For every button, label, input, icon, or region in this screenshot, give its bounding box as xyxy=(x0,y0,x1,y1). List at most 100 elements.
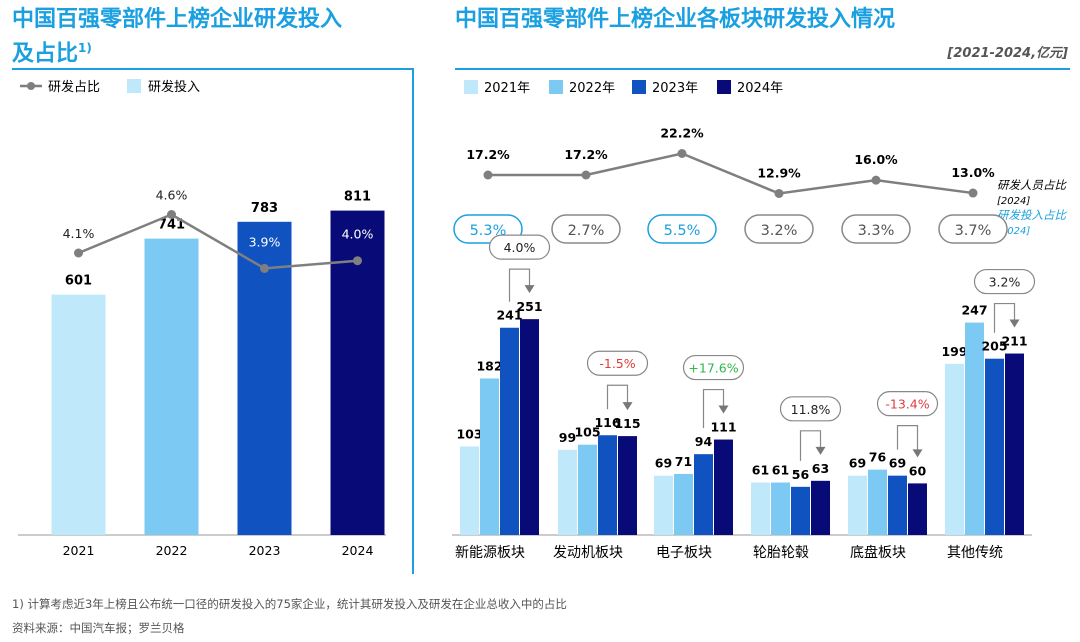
footnote-marker: 1) xyxy=(78,41,92,55)
staff-ratio-label: 12.9% xyxy=(757,165,801,180)
staff-ratio-label: 13.0% xyxy=(951,165,995,180)
growth-connector xyxy=(606,384,629,410)
bar-rd-investment-2022 xyxy=(144,238,199,535)
growth-pill xyxy=(876,391,939,417)
rd-ratio-pill xyxy=(841,214,911,244)
ratio-point xyxy=(167,210,176,219)
growth-pill xyxy=(973,268,1036,295)
bar-其他传统-2023年 xyxy=(985,358,1004,535)
bar-轮胎轮毂-2023年 xyxy=(791,486,810,535)
staff-ratio-line xyxy=(488,152,974,195)
left-chart: 研发占比 研发投入 601 2021 741 2022 783 2023 811 2024 4.1%… xyxy=(18,79,386,558)
source-note: 资料来源：中国汽车报；罗兰贝格 xyxy=(12,621,185,635)
rd-ratio-value: 3.2% xyxy=(761,223,798,239)
bar-rd-investment-2021 xyxy=(51,294,106,535)
bar-新能源板块-2022年 xyxy=(480,378,499,535)
left-chart-title: 中国百强零部件上榜企业研发投入 及占比1) xyxy=(12,6,412,68)
growth-arrow-icon xyxy=(524,285,535,294)
growth-connector xyxy=(896,425,919,454)
category-label: 新能源板块 xyxy=(455,545,525,561)
bar-发动机板块-2024年 xyxy=(618,436,637,535)
rd-ratio-value: 5.5% xyxy=(664,223,701,239)
left-chart-title-main: 中国百强零部件上榜企业研发投入 xyxy=(12,7,343,32)
ratio-value-label: 4.1% xyxy=(63,226,95,241)
bar-发动机板块-2022年 xyxy=(578,444,597,535)
bar-value-label: 103 xyxy=(456,426,482,441)
growth-connector xyxy=(702,388,725,429)
ratio-value-label: 4.6% xyxy=(156,188,188,203)
bar-value-label: 94 xyxy=(695,434,713,449)
bar-轮胎轮毂-2021年 xyxy=(751,482,770,535)
panel-divider xyxy=(412,68,414,574)
growth-connector xyxy=(508,268,531,302)
ratio-line xyxy=(78,213,358,270)
staff-ratio-point xyxy=(871,175,881,185)
bar-电子板块-2023年 xyxy=(694,454,713,535)
bar-发动机板块-2023年 xyxy=(598,435,617,535)
rd-ratio-pill xyxy=(744,214,814,244)
bar-value-label: 601 xyxy=(65,274,92,289)
bar-其他传统-2021年 xyxy=(945,363,964,535)
ratio-value-label: 4.0% xyxy=(342,227,374,242)
growth-value: 11.8% xyxy=(791,402,831,417)
right-chart: 2021年 2022年 2023年 2024年 17.2% 17.2% 22.2% 12.9%… xyxy=(452,80,1067,561)
rd-ratio-series-year: [2024] xyxy=(997,226,1030,237)
bar-value-label: 69 xyxy=(655,456,672,471)
growth-value: -13.4% xyxy=(885,397,929,412)
legend-swatch-2023年 xyxy=(632,80,646,94)
x-tick-label: 2022 xyxy=(156,543,188,558)
growth-arrow-icon xyxy=(815,446,826,455)
bar-其他传统-2024年 xyxy=(1005,353,1024,535)
staff-ratio-label: 17.2% xyxy=(564,147,608,162)
bar-新能源板块-2024年 xyxy=(520,319,539,535)
staff-ratio-label: 17.2% xyxy=(466,147,510,162)
rd-ratio-value: 2.7% xyxy=(568,223,605,239)
left-title-rule xyxy=(12,68,414,70)
rd-ratio-pill xyxy=(647,214,717,244)
bar-value-label: 247 xyxy=(961,303,987,318)
bar-value-label: 241 xyxy=(496,308,522,323)
unit-label: [2021-2024,亿元] xyxy=(947,46,1068,61)
ratio-value-label: 3.9% xyxy=(249,234,281,249)
bar-value-label: 251 xyxy=(516,299,542,314)
bar-value-label: 783 xyxy=(251,201,278,216)
rd-ratio-value: 3.3% xyxy=(858,223,895,239)
legend-bar-swatch xyxy=(127,79,141,93)
growth-pill xyxy=(488,234,551,260)
bar-value-label: 116 xyxy=(594,415,620,430)
staff-ratio-point xyxy=(483,170,493,180)
rd-ratio-series-label: 研发投入占比 xyxy=(997,208,1067,222)
bar-value-label: 61 xyxy=(772,463,789,478)
bar-value-label: 61 xyxy=(752,463,769,478)
bar-value-label: 199 xyxy=(941,344,967,359)
bar-底盘板块-2021年 xyxy=(848,475,867,535)
legend-swatch-2021年 xyxy=(464,80,478,94)
growth-connector xyxy=(799,430,822,461)
bar-value-label: 105 xyxy=(574,425,600,440)
left-chart-title-tail: 及占比 xyxy=(12,41,79,67)
bar-value-label: 71 xyxy=(675,454,692,469)
growth-arrow-icon xyxy=(912,449,923,458)
legend-label: 2021年 xyxy=(484,81,530,96)
rd-ratio-pill xyxy=(938,214,1008,244)
right-title-rule xyxy=(455,68,1070,70)
ratio-point xyxy=(353,256,362,266)
bar-value-label: 811 xyxy=(344,190,371,205)
footnote: 1) 计算考虑近3年上榜且公布统一口径的研发投入的75家企业，统计其研发投入及研… xyxy=(12,597,567,611)
bar-value-label: 182 xyxy=(476,358,502,373)
bar-发动机板块-2021年 xyxy=(558,449,577,535)
bar-rd-investment-2023 xyxy=(237,221,292,536)
bar-其他传统-2022年 xyxy=(965,322,984,535)
growth-value: +17.6% xyxy=(688,361,738,376)
staff-ratio-label: 22.2% xyxy=(660,126,704,141)
legend-label-ratio: 研发占比 xyxy=(48,79,100,95)
staff-ratio-point xyxy=(677,149,687,158)
staff-ratio-point xyxy=(968,188,978,198)
bar-value-label: 211 xyxy=(1001,334,1027,349)
legend-line-marker xyxy=(27,82,35,90)
growth-arrow-icon xyxy=(622,402,633,411)
ratio-point xyxy=(74,248,83,258)
bar-底盘板块-2024年 xyxy=(908,483,927,535)
bar-轮胎轮毂-2024年 xyxy=(811,480,830,535)
staff-ratio-point xyxy=(774,188,784,198)
